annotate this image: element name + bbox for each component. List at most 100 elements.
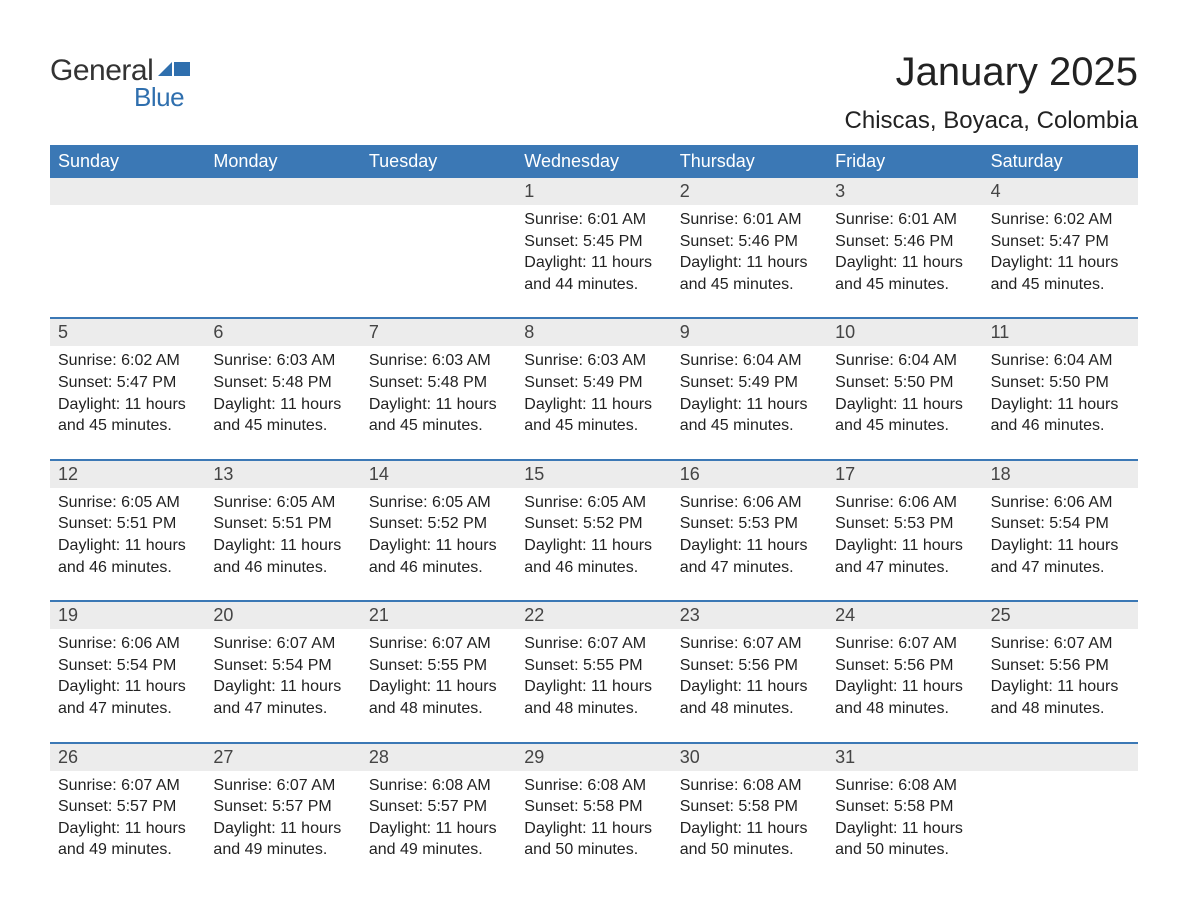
daynum-row: 567891011 [50,317,1138,346]
logo-text-blue: Blue [134,82,184,113]
week-row: Sunrise: 6:05 AMSunset: 5:51 PMDaylight:… [50,488,1138,600]
day-number: 23 [672,602,827,629]
day-cell: Sunrise: 6:07 AMSunset: 5:56 PMDaylight:… [672,629,827,741]
daylight-line: Daylight: 11 hours and 50 minutes. [524,818,663,861]
day-number: 11 [983,319,1138,346]
sunrise-line: Sunrise: 6:01 AM [524,209,663,231]
title-block: January 2025 Chiscas, Boyaca, Colombia [845,50,1138,135]
day-number: 31 [827,744,982,771]
sunrise-line: Sunrise: 6:04 AM [991,350,1130,372]
weekday-label: Thursday [672,145,827,178]
sunset-line: Sunset: 5:55 PM [524,655,663,677]
day-cell [361,205,516,317]
day-number: 1 [516,178,671,205]
calendar: SundayMondayTuesdayWednesdayThursdayFrid… [50,145,1138,883]
daylight-line: Daylight: 11 hours and 47 minutes. [680,535,819,578]
week-row: Sunrise: 6:02 AMSunset: 5:47 PMDaylight:… [50,346,1138,458]
day-number: 28 [361,744,516,771]
sunrise-line: Sunrise: 6:08 AM [524,775,663,797]
daylight-line: Daylight: 11 hours and 49 minutes. [58,818,197,861]
location: Chiscas, Boyaca, Colombia [845,107,1138,135]
day-cell: Sunrise: 6:04 AMSunset: 5:49 PMDaylight:… [672,346,827,458]
day-number: 21 [361,602,516,629]
day-cell: Sunrise: 6:04 AMSunset: 5:50 PMDaylight:… [827,346,982,458]
sunset-line: Sunset: 5:47 PM [58,372,197,394]
daynum-row: 1234 [50,178,1138,205]
daylight-line: Daylight: 11 hours and 46 minutes. [369,535,508,578]
day-cell: Sunrise: 6:05 AMSunset: 5:51 PMDaylight:… [50,488,205,600]
daylight-line: Daylight: 11 hours and 50 minutes. [680,818,819,861]
day-cell: Sunrise: 6:02 AMSunset: 5:47 PMDaylight:… [983,205,1138,317]
daylight-line: Daylight: 11 hours and 46 minutes. [58,535,197,578]
sunrise-line: Sunrise: 6:04 AM [835,350,974,372]
day-cell: Sunrise: 6:02 AMSunset: 5:47 PMDaylight:… [50,346,205,458]
sunrise-line: Sunrise: 6:07 AM [835,633,974,655]
sunrise-line: Sunrise: 6:01 AM [680,209,819,231]
sunrise-line: Sunrise: 6:02 AM [58,350,197,372]
weekday-label: Sunday [50,145,205,178]
daylight-line: Daylight: 11 hours and 45 minutes. [680,252,819,295]
sunrise-line: Sunrise: 6:01 AM [835,209,974,231]
day-cell: Sunrise: 6:07 AMSunset: 5:55 PMDaylight:… [361,629,516,741]
weekday-label: Friday [827,145,982,178]
sunset-line: Sunset: 5:46 PM [680,231,819,253]
month-title: January 2025 [845,50,1138,95]
sunset-line: Sunset: 5:51 PM [58,513,197,535]
day-number: 7 [361,319,516,346]
daylight-line: Daylight: 11 hours and 44 minutes. [524,252,663,295]
weekday-label: Wednesday [516,145,671,178]
day-number: 17 [827,461,982,488]
day-number: 22 [516,602,671,629]
day-number: 6 [205,319,360,346]
day-cell: Sunrise: 6:04 AMSunset: 5:50 PMDaylight:… [983,346,1138,458]
sunrise-line: Sunrise: 6:05 AM [524,492,663,514]
day-number: 10 [827,319,982,346]
daylight-line: Daylight: 11 hours and 48 minutes. [680,676,819,719]
daynum-row: 19202122232425 [50,600,1138,629]
weekday-header-row: SundayMondayTuesdayWednesdayThursdayFrid… [50,145,1138,178]
day-cell: Sunrise: 6:08 AMSunset: 5:58 PMDaylight:… [516,771,671,883]
sunrise-line: Sunrise: 6:07 AM [680,633,819,655]
day-cell: Sunrise: 6:01 AMSunset: 5:46 PMDaylight:… [827,205,982,317]
week-row: Sunrise: 6:07 AMSunset: 5:57 PMDaylight:… [50,771,1138,883]
daylight-line: Daylight: 11 hours and 46 minutes. [991,394,1130,437]
day-number [50,178,205,205]
sunrise-line: Sunrise: 6:07 AM [213,775,352,797]
day-number: 2 [672,178,827,205]
day-cell: Sunrise: 6:07 AMSunset: 5:56 PMDaylight:… [983,629,1138,741]
day-number: 15 [516,461,671,488]
day-cell [205,205,360,317]
day-cell: Sunrise: 6:08 AMSunset: 5:57 PMDaylight:… [361,771,516,883]
sunset-line: Sunset: 5:54 PM [58,655,197,677]
sunrise-line: Sunrise: 6:05 AM [213,492,352,514]
day-cell [50,205,205,317]
sunset-line: Sunset: 5:53 PM [835,513,974,535]
sunset-line: Sunset: 5:46 PM [835,231,974,253]
sunset-line: Sunset: 5:57 PM [58,796,197,818]
day-number: 29 [516,744,671,771]
daylight-line: Daylight: 11 hours and 48 minutes. [991,676,1130,719]
sunrise-line: Sunrise: 6:04 AM [680,350,819,372]
day-number: 4 [983,178,1138,205]
day-cell: Sunrise: 6:06 AMSunset: 5:54 PMDaylight:… [50,629,205,741]
sunrise-line: Sunrise: 6:06 AM [991,492,1130,514]
day-number: 5 [50,319,205,346]
daylight-line: Daylight: 11 hours and 47 minutes. [58,676,197,719]
daylight-line: Daylight: 11 hours and 45 minutes. [58,394,197,437]
weekday-label: Saturday [983,145,1138,178]
day-cell: Sunrise: 6:03 AMSunset: 5:48 PMDaylight:… [361,346,516,458]
sunrise-line: Sunrise: 6:06 AM [680,492,819,514]
day-number: 24 [827,602,982,629]
sunrise-line: Sunrise: 6:08 AM [835,775,974,797]
week-row: Sunrise: 6:01 AMSunset: 5:45 PMDaylight:… [50,205,1138,317]
sunset-line: Sunset: 5:54 PM [991,513,1130,535]
day-number: 27 [205,744,360,771]
daylight-line: Daylight: 11 hours and 46 minutes. [524,535,663,578]
daylight-line: Daylight: 11 hours and 47 minutes. [991,535,1130,578]
day-number: 13 [205,461,360,488]
day-cell: Sunrise: 6:06 AMSunset: 5:54 PMDaylight:… [983,488,1138,600]
sunrise-line: Sunrise: 6:05 AM [58,492,197,514]
daylight-line: Daylight: 11 hours and 45 minutes. [835,394,974,437]
sunrise-line: Sunrise: 6:02 AM [991,209,1130,231]
sunrise-line: Sunrise: 6:07 AM [524,633,663,655]
